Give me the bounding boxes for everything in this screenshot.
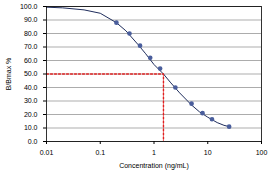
svg-text:Concentration (ng/mL): Concentration (ng/mL) [119,162,189,170]
svg-text:10.0: 10.0 [24,124,38,131]
svg-text:60.0: 60.0 [24,57,38,64]
svg-text:80.0: 80.0 [24,30,38,37]
svg-text:90.0: 90.0 [24,16,38,23]
svg-text:40.0: 40.0 [24,84,38,91]
svg-text:100: 100 [256,149,268,156]
svg-text:10: 10 [204,149,212,156]
svg-text:1: 1 [152,149,156,156]
svg-text:0.01: 0.01 [40,149,54,156]
svg-text:20.0: 20.0 [24,111,38,118]
svg-text:50.0: 50.0 [24,70,38,77]
svg-text:B/Bmax %: B/Bmax % [5,58,12,91]
svg-text:30.0: 30.0 [24,97,38,104]
svg-text:100.0: 100.0 [20,3,38,10]
svg-text:70.0: 70.0 [24,43,38,50]
svg-text:0.0: 0.0 [28,138,38,145]
svg-text:0.1: 0.1 [95,149,105,156]
